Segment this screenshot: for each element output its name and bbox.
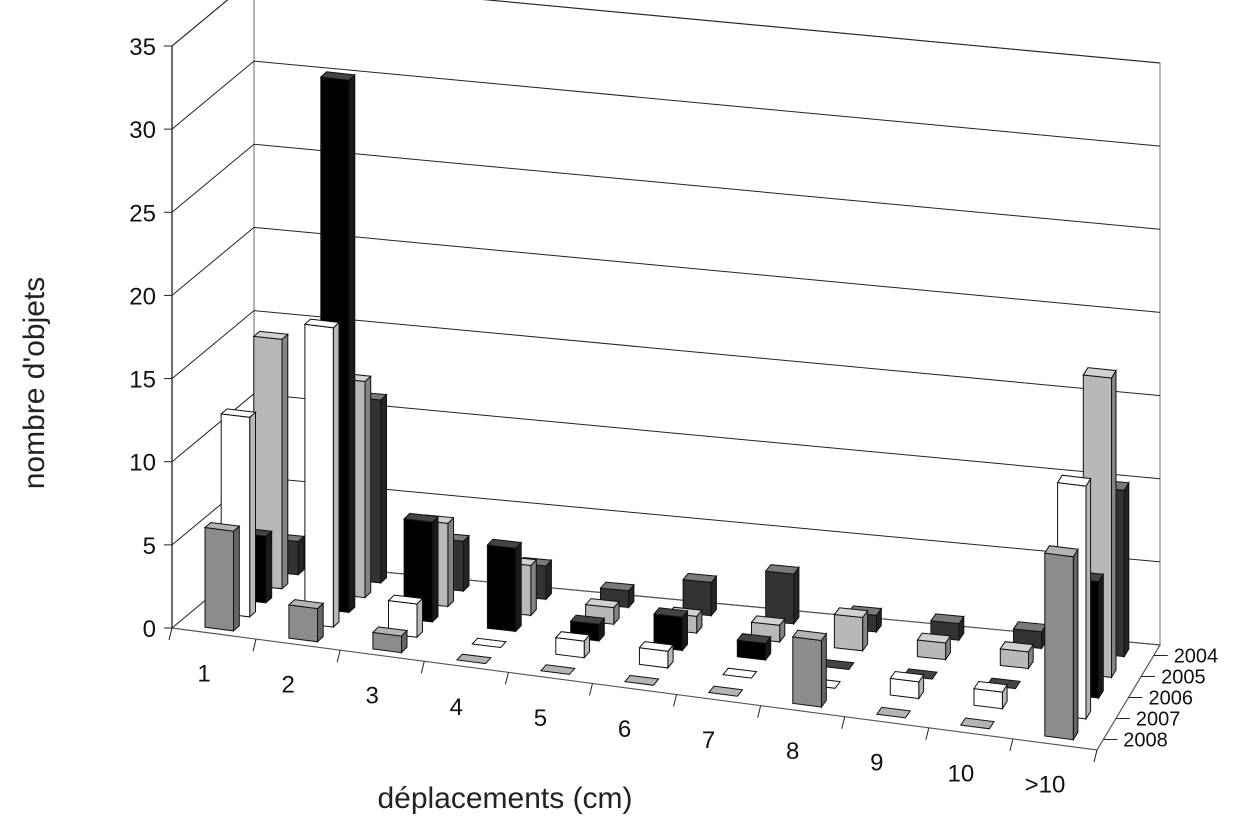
bar xyxy=(554,631,591,660)
bar xyxy=(1043,545,1079,742)
x-tick-mark xyxy=(252,638,257,652)
y-tick-label: 20 xyxy=(129,283,156,310)
bar xyxy=(203,521,241,632)
x-tick-mark xyxy=(1009,738,1014,752)
x-tick-label: 8 xyxy=(786,738,799,765)
gridline xyxy=(171,0,1161,64)
gridline xyxy=(171,310,1161,397)
y-tick-label: 15 xyxy=(129,367,156,394)
y-tick-label: 35 xyxy=(129,34,156,61)
y-tick-label: 30 xyxy=(129,117,156,144)
x-tick-mark xyxy=(1093,749,1098,763)
x-tick-label: 1 xyxy=(197,661,210,688)
x-tick-label: 4 xyxy=(450,694,463,721)
bar xyxy=(736,633,772,662)
bar xyxy=(653,607,689,652)
bar xyxy=(403,512,440,624)
y-tick-label: 5 xyxy=(143,533,156,560)
gridline xyxy=(171,143,1161,230)
x-tick-label: 10 xyxy=(948,760,975,787)
bar xyxy=(791,629,828,709)
x-tick-mark xyxy=(504,672,509,685)
x-tick-mark xyxy=(420,661,425,674)
x-tick-label: 6 xyxy=(618,716,631,743)
x-tick-label: 3 xyxy=(366,683,379,710)
bar xyxy=(599,581,635,609)
bar xyxy=(252,330,289,590)
x-tick-mark xyxy=(925,727,930,740)
y-tick-label: 10 xyxy=(129,450,156,477)
bar xyxy=(623,674,660,686)
bar xyxy=(638,641,675,670)
bar xyxy=(539,664,576,675)
back-wall xyxy=(253,0,1161,646)
series-tick-label: 2005 xyxy=(1161,667,1206,689)
x-tick-label: 5 xyxy=(534,705,547,732)
series-tick-label: 2007 xyxy=(1136,709,1181,731)
bar xyxy=(973,680,1008,711)
bar xyxy=(916,632,952,662)
y-axis-title: nombre d'objets xyxy=(18,277,51,490)
bar xyxy=(287,599,325,643)
bar xyxy=(371,626,409,654)
bars xyxy=(203,71,1130,742)
bar xyxy=(303,318,341,629)
x-tick-label: 7 xyxy=(702,727,715,754)
y-axis-ticks: 0 5 10 15 20 25 30 35 xyxy=(129,34,173,643)
bar xyxy=(722,667,758,679)
x-tick-mark xyxy=(673,694,678,707)
bar xyxy=(959,717,995,730)
bar xyxy=(833,607,869,653)
series-tick-label: 2004 xyxy=(1174,646,1219,668)
series-tick-label: 2008 xyxy=(1123,730,1168,752)
series-tick-label: 2006 xyxy=(1149,688,1194,710)
x-axis-ticks: 1 2 3 4 5 6 7 8 9 10 >10 xyxy=(168,627,1098,798)
x-tick-mark xyxy=(336,650,341,663)
x-tick-mark xyxy=(588,683,593,696)
bar xyxy=(471,637,508,649)
x-axis-title: déplacements (cm) xyxy=(377,782,632,815)
bar xyxy=(486,538,523,633)
x-tick-mark xyxy=(757,705,762,718)
bar xyxy=(682,572,718,618)
y-tick-label: 0 xyxy=(143,616,156,643)
x-tick-label: >10 xyxy=(1025,771,1066,798)
bar xyxy=(764,564,800,626)
x-tick-label: 2 xyxy=(281,672,294,699)
bar xyxy=(889,670,925,701)
bar xyxy=(707,685,744,697)
x-tick-mark xyxy=(168,627,173,641)
gridline xyxy=(171,60,1161,147)
gridline xyxy=(171,226,1161,313)
y-tick-label: 25 xyxy=(129,200,156,227)
bar xyxy=(999,641,1035,671)
bar xyxy=(455,653,492,665)
x-tick-mark xyxy=(841,716,846,729)
bar xyxy=(875,706,912,719)
x-tick-label: 9 xyxy=(870,749,883,776)
